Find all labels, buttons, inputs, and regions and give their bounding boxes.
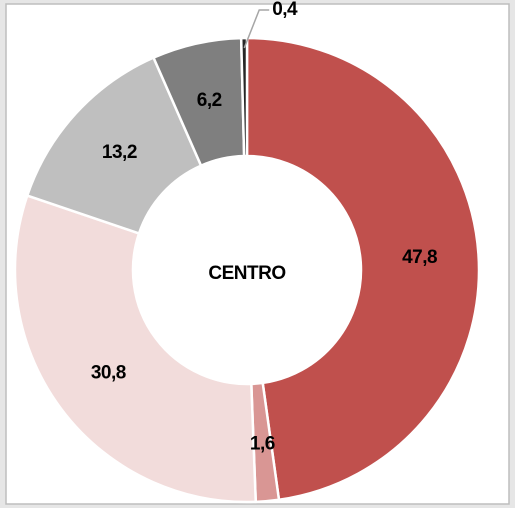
center-label: CENTRO — [208, 263, 285, 284]
value-label: 1,6 — [250, 433, 275, 454]
slice — [239, 36, 249, 158]
slices — [13, 36, 481, 504]
value-label: 13,2 — [102, 142, 137, 163]
slice — [13, 193, 258, 504]
slice — [245, 36, 481, 502]
leader-line — [243, 9, 270, 49]
slice — [25, 56, 203, 235]
value-label: 30,8 — [91, 362, 126, 383]
value-label: 47,8 — [402, 247, 437, 268]
value-label: 0,4 — [272, 0, 298, 20]
value-label: 6,2 — [197, 90, 222, 111]
